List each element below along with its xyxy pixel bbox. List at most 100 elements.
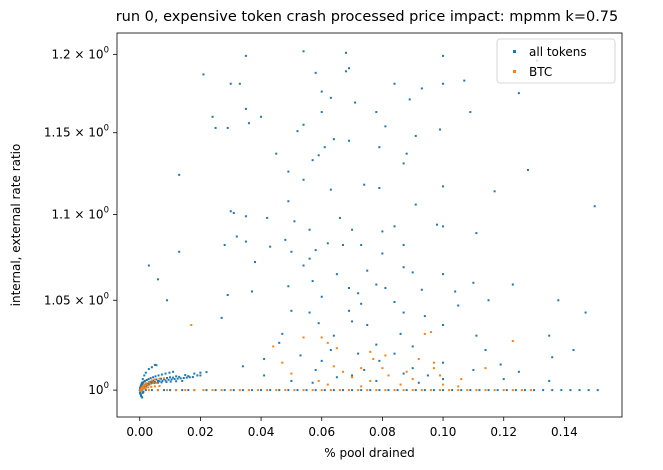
data-point [442, 185, 445, 188]
data-point [290, 250, 293, 253]
data-point [502, 389, 505, 392]
data-point [266, 216, 269, 219]
data-point [302, 336, 305, 339]
series-btc [139, 323, 533, 393]
data-point [311, 389, 314, 392]
data-point [378, 389, 381, 392]
data-point [396, 389, 399, 392]
data-point [442, 378, 445, 381]
data-point [250, 290, 253, 293]
data-point [487, 389, 490, 392]
data-point [223, 243, 226, 246]
data-point [314, 368, 317, 371]
data-point [493, 389, 496, 392]
data-point [332, 334, 335, 337]
data-point [384, 287, 387, 290]
data-point [423, 332, 426, 335]
data-point [372, 358, 375, 361]
data-point [296, 130, 299, 133]
data-point [287, 285, 290, 288]
data-point [378, 146, 381, 149]
data-point [260, 389, 263, 392]
data-point [269, 245, 272, 248]
y-tick-label: 100 [88, 381, 109, 397]
data-point [393, 389, 396, 392]
data-point [139, 390, 142, 393]
data-point [178, 173, 181, 176]
data-point [302, 389, 305, 392]
legend: all tokens BTC [496, 38, 616, 84]
data-point [190, 323, 193, 326]
data-point [158, 385, 161, 388]
data-point [533, 389, 536, 392]
data-point [241, 389, 244, 392]
data-point [244, 54, 247, 57]
data-point [166, 389, 169, 392]
data-point [290, 372, 293, 375]
data-point [493, 190, 496, 193]
data-point [155, 378, 158, 381]
data-point [369, 350, 372, 353]
x-tick-label: 0.06 [308, 425, 335, 439]
data-point [338, 216, 341, 219]
data-point [329, 349, 332, 352]
data-point [163, 377, 166, 380]
data-point [142, 390, 145, 393]
data-point [185, 376, 188, 379]
data-point [202, 73, 205, 76]
data-point [302, 264, 305, 267]
data-point [439, 389, 442, 392]
data-point [457, 389, 460, 392]
data-point [442, 323, 445, 326]
data-point [378, 187, 381, 189]
data-point [320, 359, 323, 362]
data-point [451, 389, 454, 392]
data-point [405, 370, 408, 373]
data-point [164, 379, 167, 382]
data-point [326, 242, 329, 245]
data-point [338, 389, 341, 392]
data-point [317, 154, 320, 157]
data-point [191, 376, 194, 379]
y-tick-label: 1.2 × 100 [52, 45, 109, 61]
data-point [143, 379, 146, 382]
data-point [153, 378, 156, 381]
legend-marker-all-tokens [513, 50, 516, 53]
data-point [472, 368, 475, 371]
data-point [269, 389, 272, 392]
data-point [402, 372, 405, 375]
data-point [548, 379, 551, 382]
data-point [393, 82, 396, 85]
data-point [143, 383, 146, 386]
data-point [163, 389, 166, 392]
data-point [457, 304, 460, 307]
data-point [290, 379, 293, 382]
data-point [142, 387, 145, 390]
data-point [351, 228, 354, 231]
data-point [156, 379, 159, 382]
data-point [139, 394, 142, 397]
data-point [153, 385, 156, 388]
data-point [530, 389, 533, 392]
data-point [402, 389, 405, 392]
data-point [148, 383, 151, 386]
data-point [152, 382, 155, 385]
data-point [140, 388, 143, 391]
data-point [375, 389, 378, 392]
data-point [146, 383, 149, 386]
legend-box [496, 38, 616, 84]
data-point [182, 376, 185, 379]
data-point [314, 71, 317, 74]
data-point [235, 235, 238, 238]
data-point [429, 389, 432, 392]
data-point [429, 331, 432, 334]
data-point [205, 371, 208, 374]
data-point [542, 389, 545, 392]
legend-label-all-tokens: all tokens [529, 45, 587, 59]
data-point [145, 379, 148, 381]
data-point [420, 288, 423, 291]
data-point [293, 220, 296, 223]
data-point [369, 379, 372, 382]
data-point [168, 371, 171, 374]
data-point [414, 203, 417, 206]
